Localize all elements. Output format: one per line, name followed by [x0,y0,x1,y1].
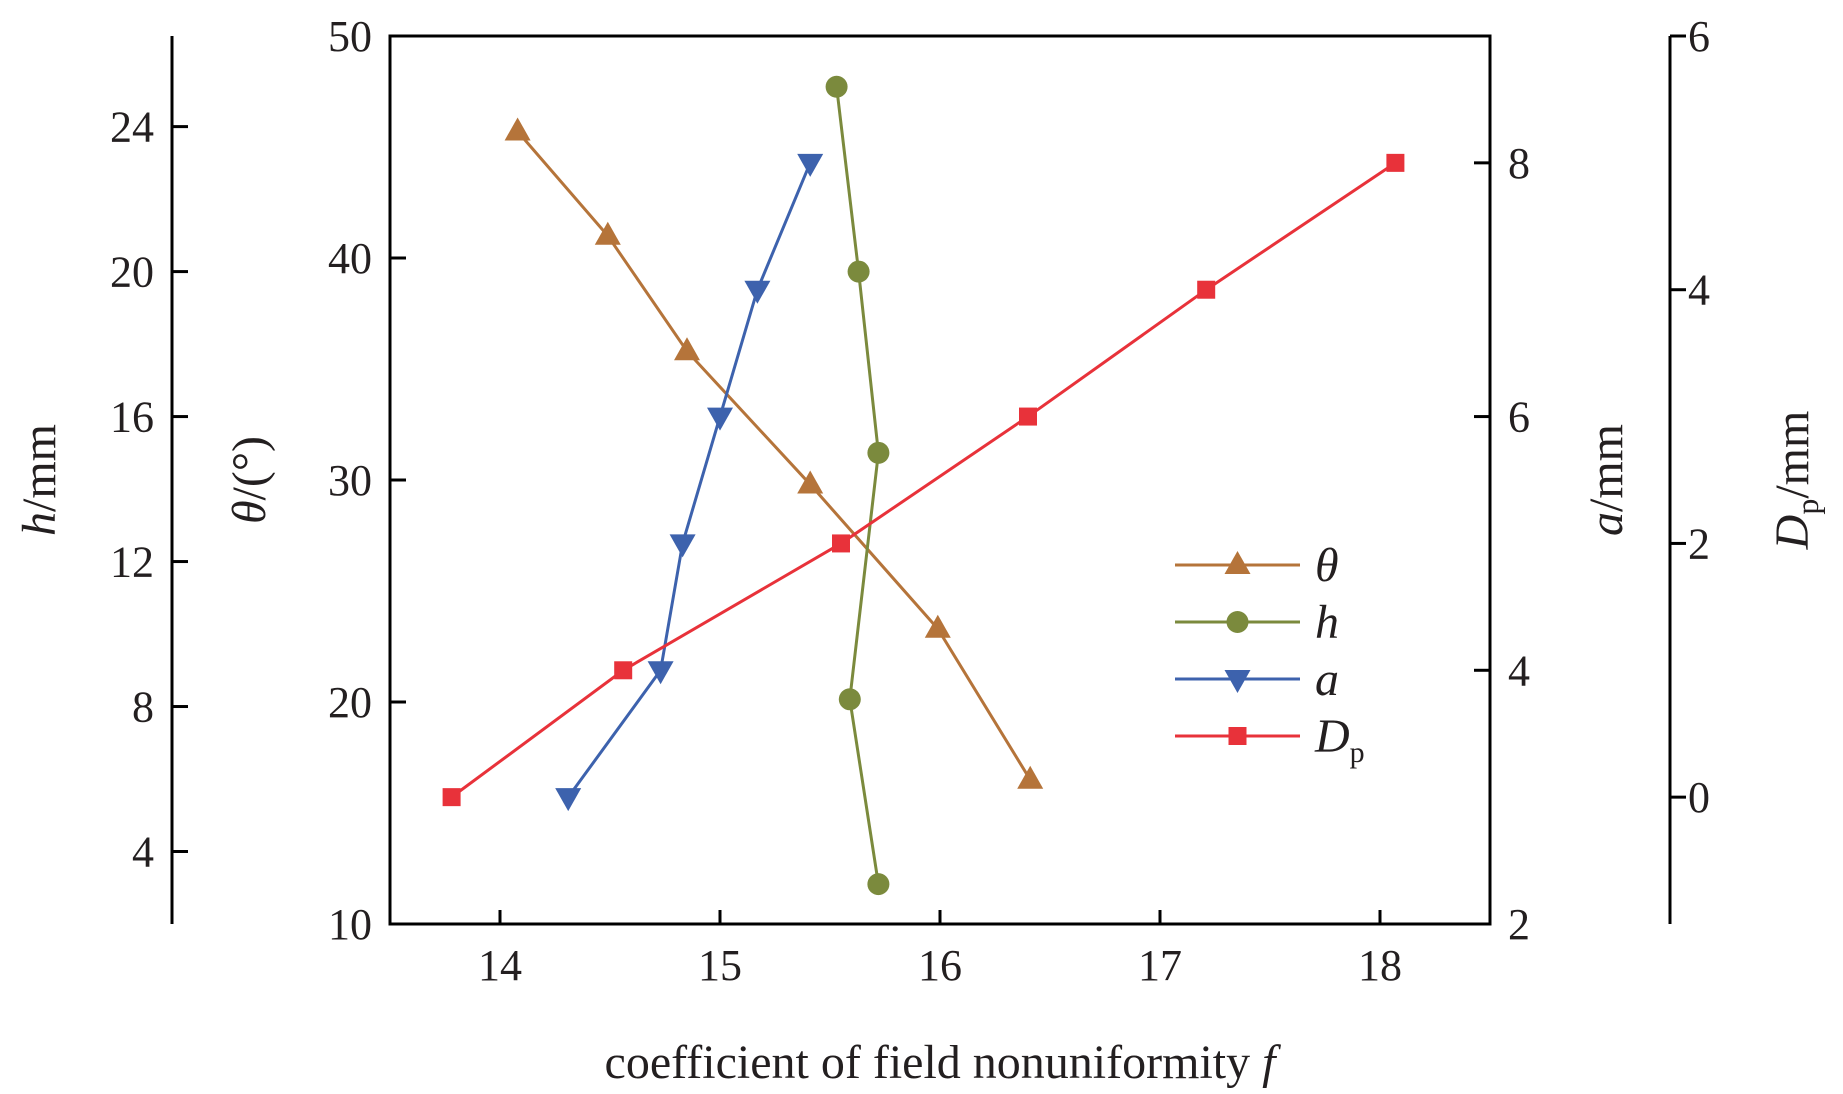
a-tick-label: 4 [1508,646,1530,695]
series-line-h [835,86,880,885]
Dp-tick-label: 6 [1688,12,1710,61]
plot-frame [388,34,1492,926]
data-point-a [797,153,824,177]
dp-axis-title: Dp/mm [1766,411,1825,551]
h-tick-label: 8 [132,683,154,732]
data-point-theta [1017,765,1044,789]
legend-label-Dp: Dp [1314,710,1365,769]
data-point-theta [504,117,531,141]
data-point-Dp [1197,280,1216,299]
legend-marker-theta [1224,551,1251,574]
data-point-a [744,280,771,304]
legend-label-theta: θ [1315,539,1339,592]
theta-tick-label: 30 [328,456,372,505]
h-tick-label: 24 [110,103,154,152]
series-layer [442,75,1405,896]
data-point-Dp [1386,153,1405,172]
x-tick-label: 15 [698,941,742,990]
series-line-a [566,162,812,799]
x-tick-label: 14 [478,941,522,990]
Dp-tick-label: 0 [1688,773,1710,822]
legend-marker-Dp [1228,727,1247,745]
data-point-h [867,441,890,464]
data-point-theta [594,221,621,245]
series-line-theta [516,130,1032,781]
legend-label-a: a [1315,653,1339,706]
theta-tick-label: 10 [328,900,372,949]
legend-marker-a [1224,670,1251,693]
a-tick-label: 2 [1508,900,1530,949]
a-axis-title: a/mm [1580,424,1633,536]
h-tick-label: 20 [110,248,154,297]
a-tick-label: 8 [1508,139,1530,188]
a-tick-label: 6 [1508,393,1530,442]
data-point-Dp [614,661,633,680]
data-point-Dp [442,788,461,807]
data-point-theta [924,614,951,638]
h-tick-label: 12 [110,538,154,587]
data-point-theta [674,337,700,361]
theta-tick-label: 20 [328,678,372,727]
series-line-Dp [450,161,1397,799]
theta-tick-label: 40 [328,234,372,283]
data-point-h [838,688,861,711]
h-axis-title: h/mm [13,424,66,536]
data-point-Dp [1019,407,1037,426]
data-point-h [867,873,890,896]
data-point-h [847,260,870,283]
data-point-h [825,75,848,98]
data-point-a [555,788,582,812]
theta-axis-title: θ/(°) [223,436,276,524]
x-tick-label: 18 [1358,941,1402,990]
data-point-a [707,407,733,431]
data-point-a [647,661,674,685]
h-tick-label: 4 [132,828,154,877]
legend-label-h: h [1315,596,1339,649]
h-tick-label: 16 [110,393,154,442]
x-tick-label: 16 [918,941,962,990]
theta-tick-label: 50 [328,12,372,61]
data-point-a [669,534,696,558]
Dp-tick-label: 4 [1688,266,1710,315]
legend-marker-h [1226,611,1249,633]
x-tick-label: 17 [1138,941,1182,990]
data-point-Dp [832,534,850,553]
Dp-tick-label: 2 [1688,519,1710,568]
data-point-theta [797,470,824,494]
x-axis-title: coefficient of field nonuniformity f [605,1036,1282,1089]
